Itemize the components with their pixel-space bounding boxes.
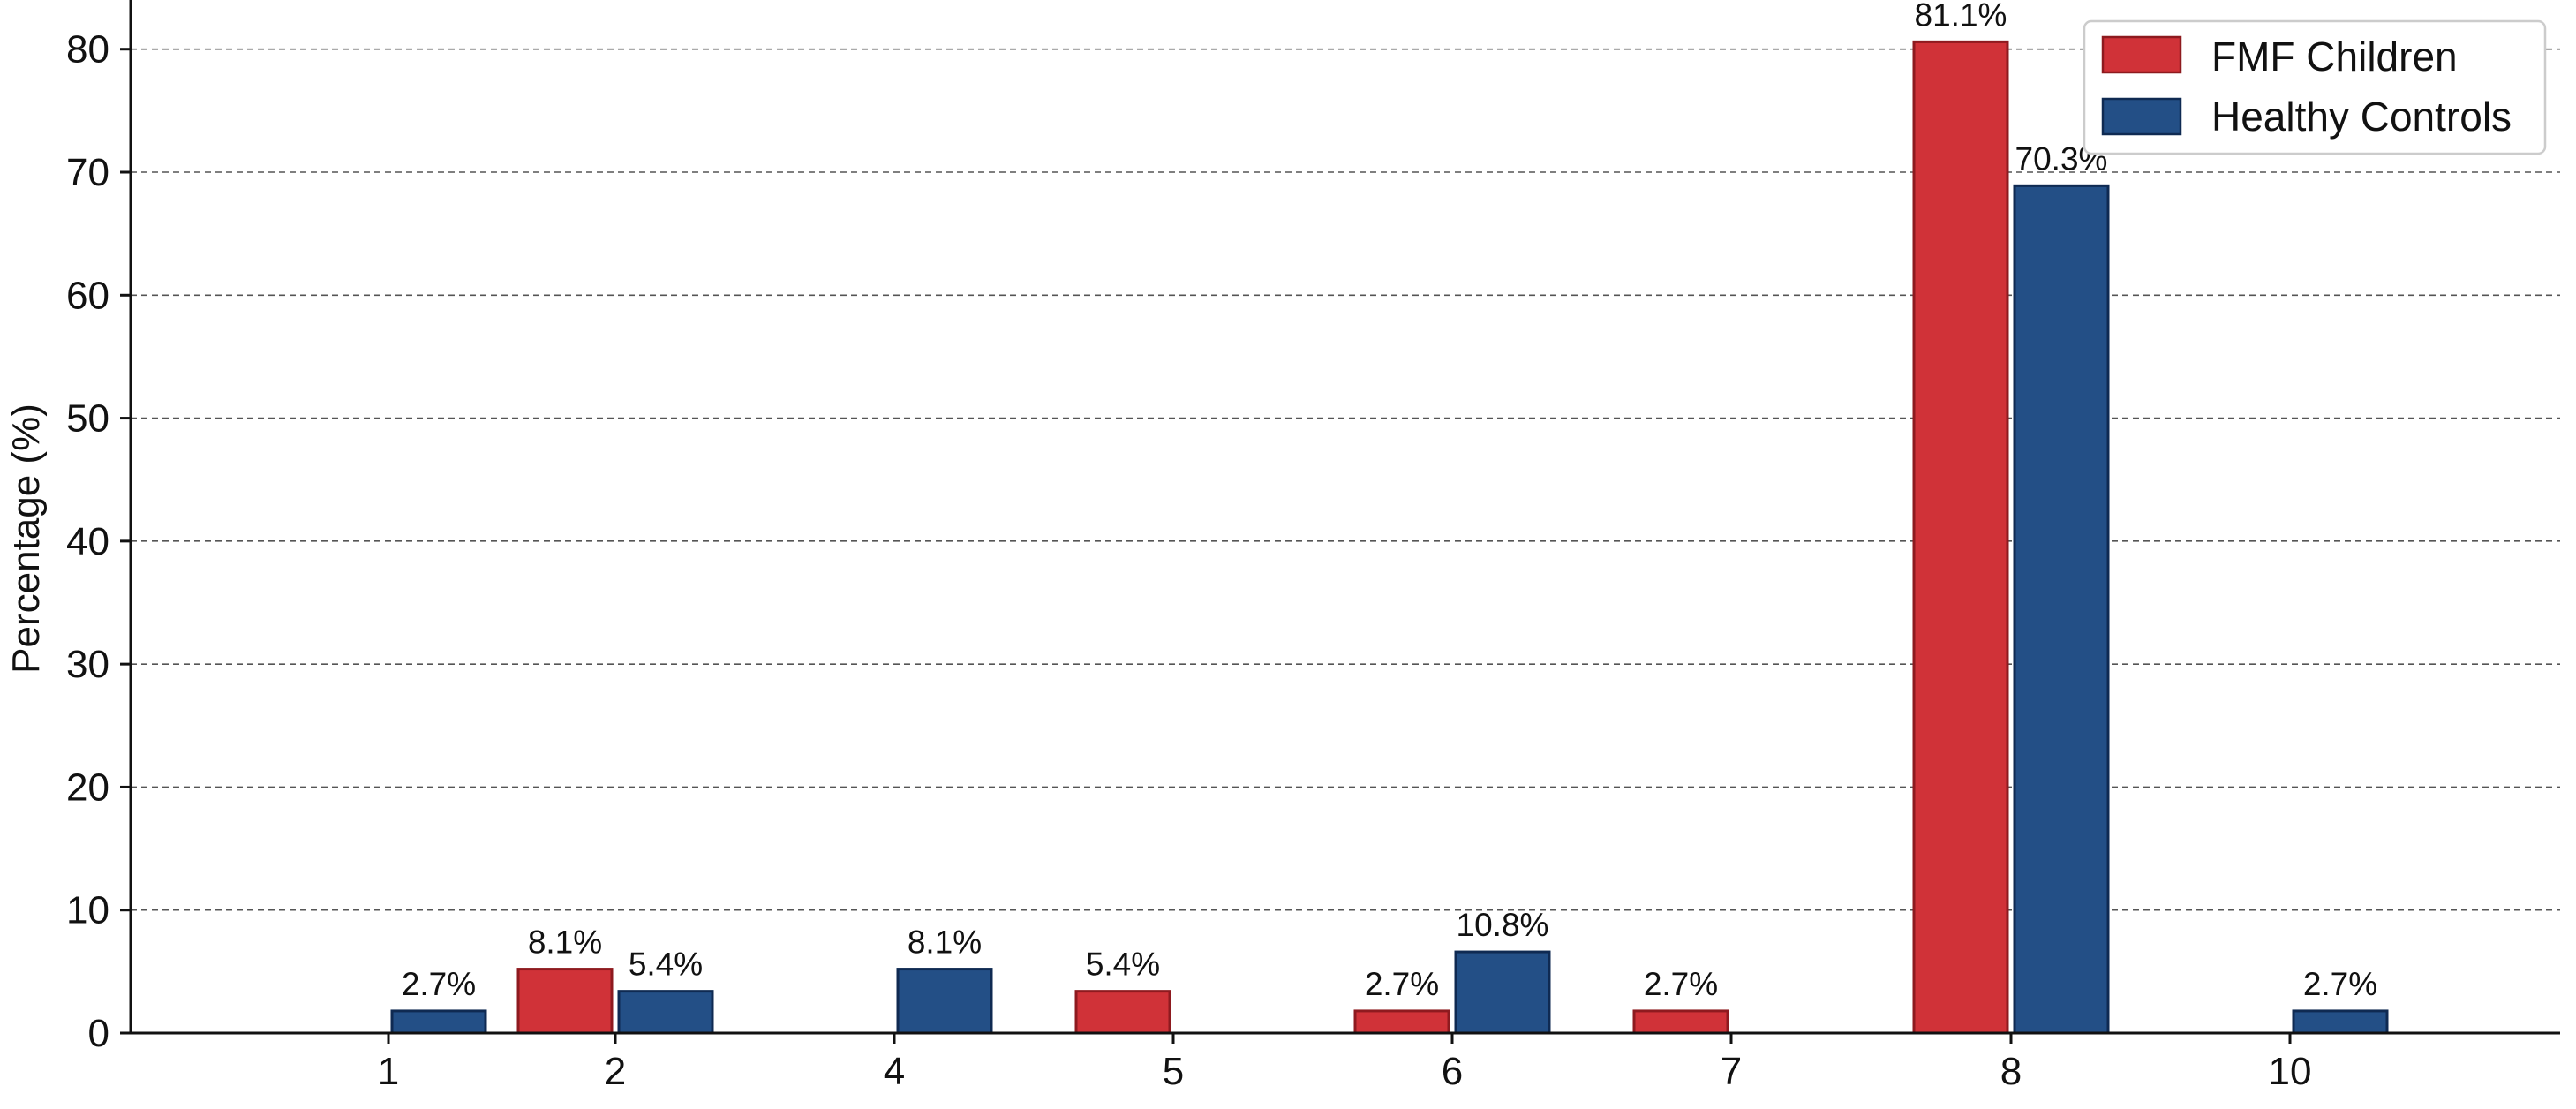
bar bbox=[516, 968, 614, 1035]
bar bbox=[390, 1009, 487, 1035]
bar bbox=[1074, 990, 1171, 1035]
bar bbox=[2013, 184, 2110, 1035]
bar bbox=[1454, 950, 1551, 1035]
x-tick-label: 6 bbox=[1442, 1050, 1463, 1093]
x-tick-label: 1 bbox=[378, 1050, 399, 1093]
data-label: 2.7% bbox=[1365, 966, 1439, 1002]
data-label: 10.8% bbox=[1457, 907, 1549, 943]
y-ticks: 0 10 20 30 40 50 60 70 80 bbox=[66, 28, 131, 1055]
axes bbox=[129, 0, 2560, 1035]
data-label: 2.7% bbox=[1644, 966, 1718, 1002]
y-tick-label: 40 bbox=[66, 520, 109, 563]
legend-swatch-healthy-controls bbox=[2101, 97, 2182, 136]
x-tick-label: 7 bbox=[1721, 1050, 1742, 1093]
data-label: 81.1% bbox=[1915, 0, 2007, 33]
y-tick-label: 10 bbox=[66, 889, 109, 932]
x-tick-label: 5 bbox=[1163, 1050, 1184, 1093]
legend: FMF Children Healthy Controls bbox=[2083, 19, 2547, 155]
data-label: 2.7% bbox=[2303, 966, 2377, 1002]
legend-label-healthy-controls: Healthy Controls bbox=[2211, 94, 2512, 140]
data-label: 8.1% bbox=[528, 924, 602, 961]
y-tick-label: 30 bbox=[66, 643, 109, 686]
y-tick-label: 50 bbox=[66, 397, 109, 441]
y-tick-label: 20 bbox=[66, 766, 109, 809]
y-tick-label: 60 bbox=[66, 274, 109, 317]
y-tick-label: 70 bbox=[66, 151, 109, 194]
bar bbox=[1912, 40, 2009, 1035]
x-tick-label: 8 bbox=[2000, 1050, 2022, 1093]
data-label: 2.7% bbox=[402, 966, 476, 1002]
y-tick-label: 80 bbox=[66, 28, 109, 72]
x-ticks: 1 2 4 5 6 7 8 10 bbox=[378, 1033, 2312, 1093]
x-tick-label: 10 bbox=[2269, 1050, 2312, 1093]
y-axis-label: Percentage (%) bbox=[4, 404, 48, 674]
data-label: 5.4% bbox=[629, 947, 703, 983]
grid-lines bbox=[131, 48, 2560, 911]
data-label: 5.4% bbox=[1086, 947, 1160, 983]
bar bbox=[1632, 1009, 1729, 1035]
bar bbox=[617, 990, 714, 1035]
legend-box bbox=[2083, 19, 2547, 155]
x-tick-label: 2 bbox=[605, 1050, 626, 1093]
y-tick-label: 0 bbox=[88, 1012, 109, 1055]
x-tick-label: 4 bbox=[884, 1050, 905, 1093]
bar bbox=[896, 968, 993, 1035]
bar bbox=[2292, 1009, 2389, 1035]
legend-swatch-fmf-children bbox=[2101, 35, 2182, 74]
data-labels: 8.1%5.4%2.7% 2.7%81.1%2.7%5.4%8.1% 10.8%70… bbox=[402, 0, 2377, 1002]
bar bbox=[1353, 1009, 1450, 1035]
legend-label-fmf-children: FMF Children bbox=[2211, 34, 2458, 79]
bars bbox=[291, 40, 2389, 1035]
data-label: 8.1% bbox=[908, 924, 982, 961]
